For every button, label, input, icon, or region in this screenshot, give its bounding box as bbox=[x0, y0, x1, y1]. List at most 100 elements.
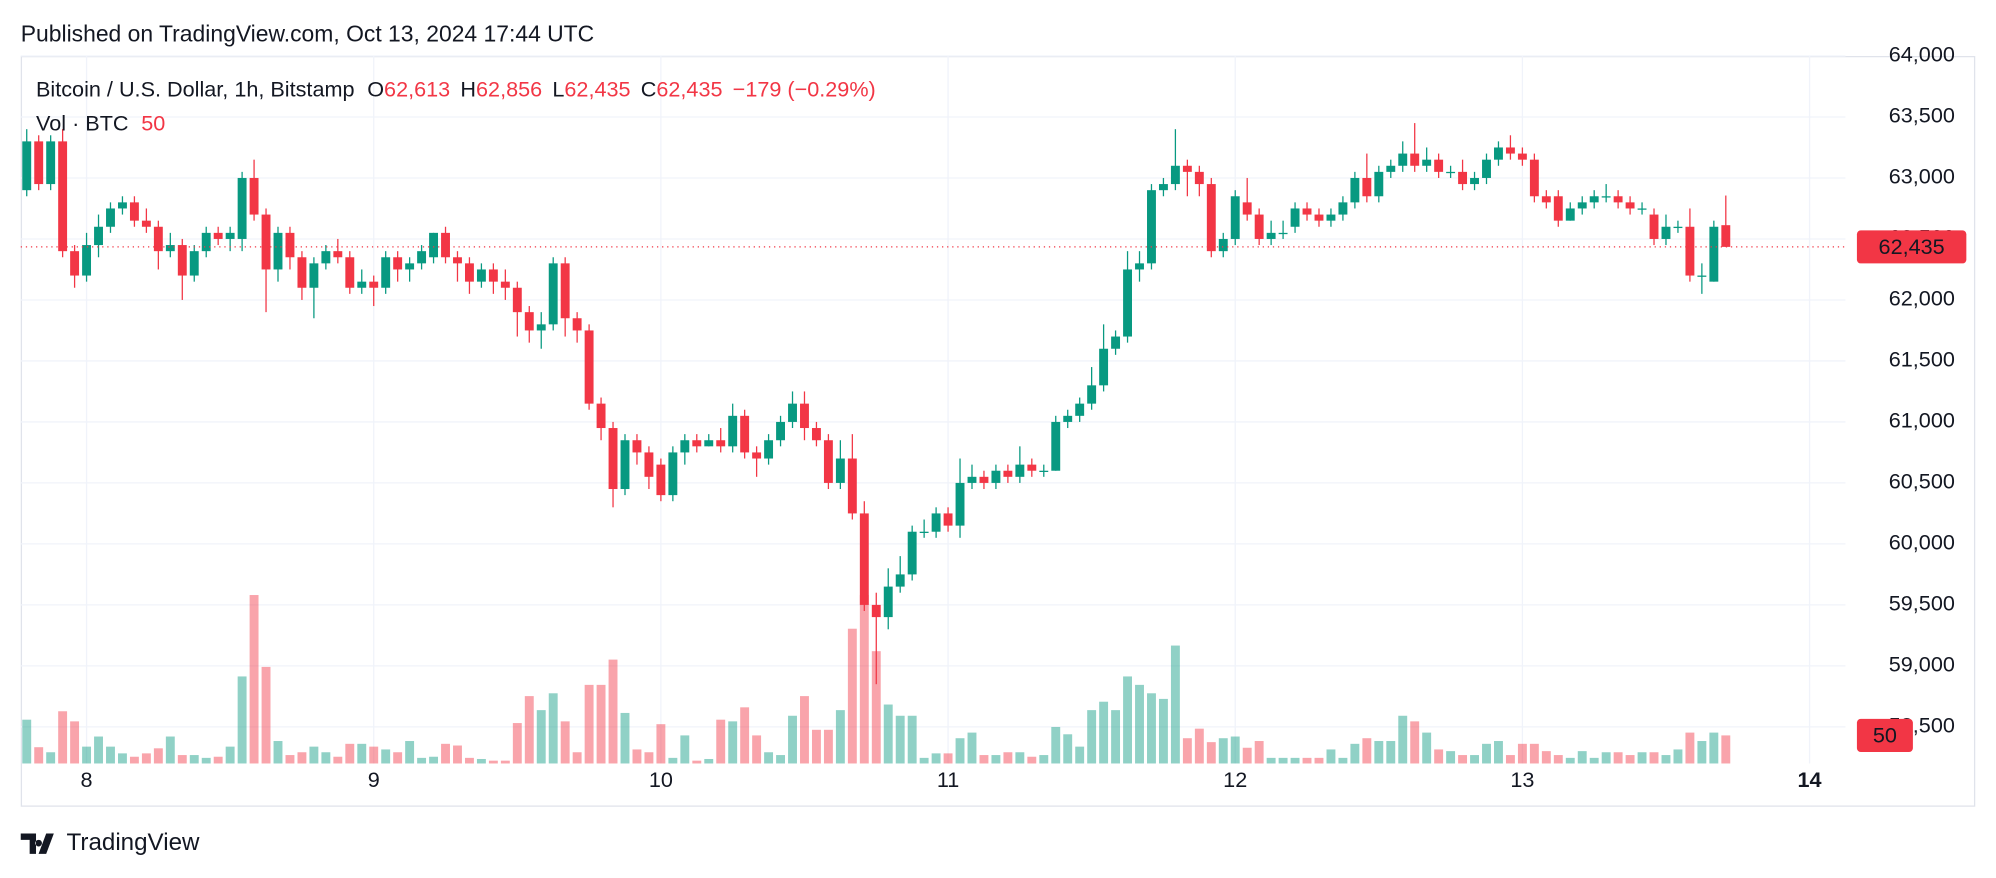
candle-body bbox=[1123, 269, 1132, 337]
volume-bar bbox=[1218, 738, 1228, 764]
candle-body bbox=[129, 202, 139, 221]
volume-bar bbox=[764, 752, 774, 764]
candle-body bbox=[1697, 275, 1707, 277]
candle-body bbox=[608, 428, 618, 490]
volume-bar bbox=[1601, 752, 1611, 764]
candle-body bbox=[752, 452, 762, 459]
candle-body bbox=[991, 470, 1001, 483]
volume-bar bbox=[417, 757, 427, 764]
volume-bar bbox=[740, 707, 750, 764]
candle-body bbox=[285, 232, 295, 258]
candle-body bbox=[1350, 177, 1360, 203]
candle-body bbox=[106, 208, 115, 227]
candle-body bbox=[34, 141, 44, 185]
candle-body bbox=[1290, 208, 1300, 227]
volume-bar bbox=[1553, 755, 1563, 764]
volume-bar bbox=[333, 756, 343, 764]
candle-body bbox=[632, 440, 642, 453]
candle-body bbox=[381, 257, 391, 288]
candle-body bbox=[883, 586, 893, 618]
volume-bar bbox=[1685, 732, 1695, 764]
volume-bar bbox=[141, 753, 151, 764]
volume-bar bbox=[106, 746, 115, 764]
volume-bar bbox=[1541, 751, 1551, 764]
volume-bar bbox=[907, 715, 917, 764]
volume-bar bbox=[1398, 715, 1408, 764]
volume-bar bbox=[596, 684, 606, 764]
volume-bar bbox=[1637, 752, 1647, 764]
candle-body bbox=[536, 324, 546, 331]
volume-bar bbox=[1721, 735, 1731, 764]
candle-body bbox=[417, 251, 427, 264]
volume-bar bbox=[58, 711, 68, 764]
volume-bar bbox=[1003, 752, 1013, 764]
candle-body bbox=[177, 245, 187, 276]
candle-body bbox=[1589, 196, 1599, 203]
candle-body bbox=[1087, 385, 1097, 404]
volume-bar bbox=[943, 753, 953, 764]
volume-bar bbox=[728, 721, 738, 764]
candle-body bbox=[1398, 153, 1408, 166]
volume-bar bbox=[1051, 726, 1061, 764]
grid bbox=[20, 55, 1846, 764]
volume-bar bbox=[800, 696, 809, 764]
x-tick-label: 14 bbox=[1798, 767, 1822, 792]
candle-body bbox=[1721, 225, 1731, 247]
y-tick-label: 59,500 bbox=[1889, 591, 1955, 616]
volume-bar bbox=[429, 756, 439, 764]
y-tick-label: 63,000 bbox=[1889, 164, 1955, 189]
volume-bar bbox=[572, 752, 582, 764]
volume-bar bbox=[405, 741, 415, 764]
legend-symbol: Bitcoin / U.S. Dollar, 1h, Bitstamp bbox=[36, 76, 355, 101]
candle-body bbox=[321, 251, 331, 264]
x-tick-label: 12 bbox=[1223, 767, 1247, 792]
candle-body bbox=[1685, 226, 1695, 276]
y-tick-label: 62,000 bbox=[1889, 286, 1955, 311]
candle-body bbox=[261, 214, 271, 270]
candle-body bbox=[1541, 196, 1551, 203]
candle-body bbox=[165, 245, 175, 252]
candle-body bbox=[369, 281, 379, 288]
volume-bar bbox=[680, 735, 690, 764]
candle-body bbox=[357, 281, 367, 288]
candle-body bbox=[776, 421, 785, 441]
volume-bar bbox=[1386, 741, 1396, 764]
volume-bar bbox=[117, 753, 127, 764]
volume-bar bbox=[1027, 756, 1037, 764]
volume-bar bbox=[1015, 752, 1025, 764]
legend-key: H bbox=[460, 76, 476, 101]
candle-body bbox=[1206, 184, 1216, 252]
candle-body bbox=[680, 440, 690, 453]
candle-body bbox=[1494, 147, 1503, 160]
volume-bar bbox=[991, 755, 1001, 764]
legend-key: C bbox=[641, 76, 657, 101]
candle-body bbox=[1075, 403, 1085, 416]
volume-bar bbox=[823, 729, 833, 764]
candle-body bbox=[1517, 153, 1527, 160]
volume-bar bbox=[1087, 710, 1097, 764]
volume-bar bbox=[752, 735, 762, 764]
candle-body bbox=[800, 403, 809, 429]
volume-bar bbox=[369, 746, 379, 764]
volume-legend-label: Vol · BTC bbox=[36, 110, 129, 135]
volume-bar bbox=[273, 741, 283, 764]
volume-bar bbox=[512, 723, 522, 764]
candle-body bbox=[225, 232, 235, 239]
candle-body bbox=[1182, 165, 1192, 172]
x-tick-label: 8 bbox=[81, 767, 93, 792]
candle-body bbox=[1709, 226, 1719, 282]
candle-body bbox=[788, 403, 797, 422]
volume-bar bbox=[1230, 736, 1240, 764]
legend-change: −179 (−0.29%) bbox=[733, 76, 876, 101]
candle-body bbox=[273, 232, 283, 270]
volume-bar bbox=[1577, 751, 1587, 764]
volume-bar bbox=[22, 719, 32, 764]
volume-bar bbox=[488, 760, 498, 764]
volume-bar bbox=[1374, 741, 1384, 764]
candle-body bbox=[1601, 196, 1611, 198]
candle-body bbox=[1063, 415, 1073, 422]
candle-body bbox=[1027, 464, 1037, 471]
candle-body bbox=[656, 464, 666, 496]
